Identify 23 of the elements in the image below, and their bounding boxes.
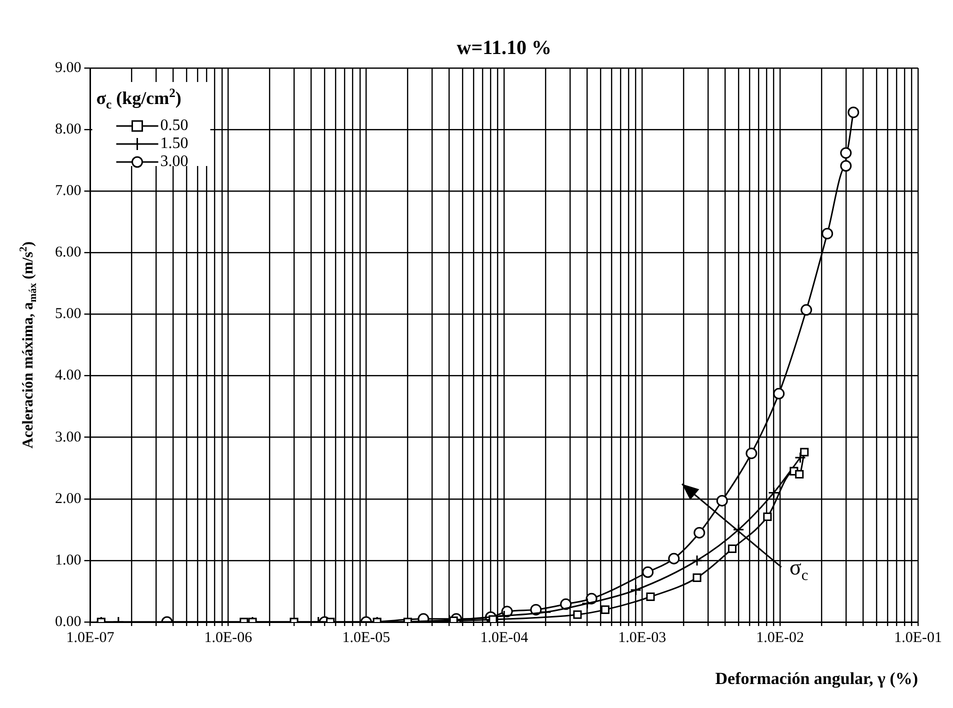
y-tick-label: 3.00	[55, 429, 82, 446]
x-tick-label: 1.0E-03	[618, 630, 666, 646]
x-axis-title: Deformación angular, γ (%)	[715, 669, 918, 688]
x-tick-label: 1.0E-06	[204, 630, 253, 646]
y-tick-label: 1.00	[55, 552, 82, 568]
x-tick-label: 1.0E-02	[756, 630, 804, 646]
legend-label: 1.50	[160, 135, 188, 152]
x-tick-label: 1.0E-05	[342, 630, 390, 646]
x-tick-label: 1.0E-07	[66, 630, 115, 646]
x-tick-label: 1.0E-04	[480, 630, 529, 646]
x-tick-label: 1.0E-01	[894, 630, 942, 646]
y-tick-label: 5.00	[55, 306, 82, 322]
legend-label: 0.50	[160, 117, 188, 134]
y-tick-label: 7.00	[55, 183, 82, 200]
y-axis-title: Aceleración máxima, amáx (m/s2)	[18, 242, 39, 448]
y-tick-label: 6.00	[55, 244, 82, 261]
y-tick-label: 0.00	[55, 614, 82, 630]
y-tick-label: 2.00	[55, 490, 82, 507]
y-tick-label: 4.00	[55, 368, 82, 384]
y-tick-label: 8.00	[55, 121, 82, 138]
legend-label: 3.00	[160, 153, 188, 170]
y-tick-label: 9.00	[55, 60, 82, 76]
chart-title: w=11.10 %	[456, 37, 552, 59]
